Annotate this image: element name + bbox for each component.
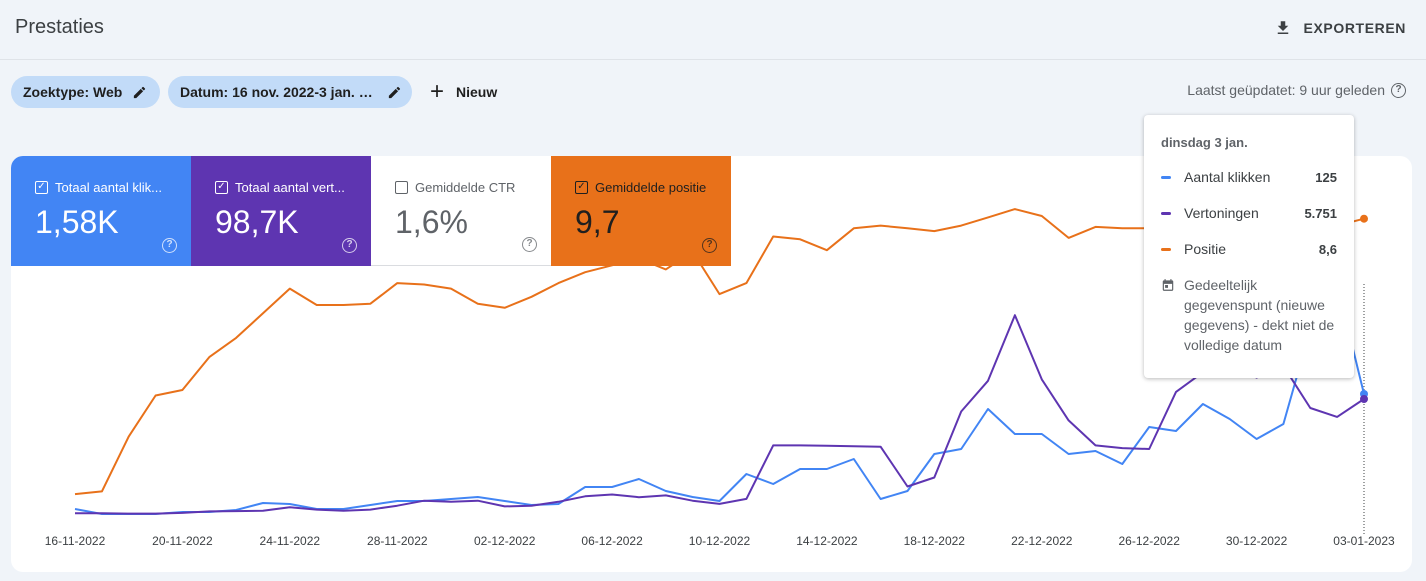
x-tick-label: 10-12-2022: [689, 534, 751, 548]
metric-value: 1,6%: [395, 204, 468, 240]
metric-label: Gemiddelde positie: [595, 180, 707, 195]
x-tick-label: 18-12-2022: [904, 534, 966, 548]
data-point[interactable]: [1360, 395, 1368, 403]
search-type-label: Zoektype: Web: [23, 84, 123, 100]
performance-chart: 16-11-2022 20-11-2022 24-11-2022 28-11-2022…: [45, 208, 1395, 548]
search-type-filter-chip[interactable]: Zoektype: Web: [11, 76, 160, 108]
tooltip-row-impressions: Vertoningen 5.751: [1161, 203, 1337, 223]
metric-value: 1,58K: [35, 204, 119, 240]
legend-swatch: [1161, 175, 1171, 179]
last-updated-text: Laatst geüpdatet: 9 uur geleden: [1187, 82, 1385, 98]
metric-value: 9,7: [575, 204, 620, 240]
metric-card-clicks[interactable]: ✓ Totaal aantal klik... 1,58K ?: [11, 156, 191, 266]
x-tick-label: 22-12-2022: [1011, 534, 1073, 548]
metric-card-ctr[interactable]: Gemiddelde CTR 1,6% ?: [371, 156, 551, 266]
x-tick-label: 14-12-2022: [796, 534, 858, 548]
metric-card-position[interactable]: ✓ Gemiddelde positie 9,7 ?: [551, 156, 731, 266]
help-icon[interactable]: ?: [342, 238, 357, 253]
page-header: Prestaties EXPORTEREN: [0, 0, 1426, 60]
help-icon[interactable]: ?: [522, 237, 537, 252]
pencil-icon[interactable]: [387, 85, 402, 100]
calendar-icon: [1162, 279, 1174, 291]
x-tick-label: 16-11-2022: [45, 534, 106, 548]
new-filter-button[interactable]: + Nieuw: [430, 80, 497, 104]
chart-tooltip: dinsdag 3 jan. Aantal klikken 125 Verton…: [1144, 115, 1354, 378]
data-point[interactable]: [1360, 214, 1368, 223]
x-tick-label: 06-12-2022: [581, 534, 643, 548]
download-icon: [1277, 21, 1288, 34]
export-label: EXPORTEREN: [1303, 20, 1406, 36]
legend-swatch: [1161, 247, 1171, 251]
date-filter-label: Datum: 16 nov. 2022-3 jan. 2...: [180, 84, 378, 100]
metric-card-impressions[interactable]: ✓ Totaal aantal vert... 98,7K ?: [191, 156, 371, 266]
metric-label: Totaal aantal vert...: [235, 180, 345, 195]
new-filter-label: Nieuw: [456, 84, 498, 100]
series-line-1: [75, 314, 1365, 515]
tooltip-note: Gedeeltelijk gegevenspunt (nieuwe gegeve…: [1161, 275, 1341, 355]
metric-value: 98,7K: [215, 204, 299, 240]
metric-label: Gemiddelde CTR: [415, 180, 516, 195]
last-updated: Laatst geüpdatet: 9 uur geleden ?: [1187, 82, 1406, 98]
tooltip-row-value: 5.751: [1304, 205, 1337, 221]
x-tick-label: 30-12-2022: [1226, 534, 1288, 548]
plus-icon: +: [430, 78, 445, 105]
checkbox-unchecked-icon[interactable]: [395, 181, 408, 194]
help-icon[interactable]: ?: [702, 238, 717, 253]
checkbox-checked-icon[interactable]: ✓: [575, 181, 588, 194]
legend-swatch: [1161, 211, 1171, 215]
help-icon[interactable]: ?: [162, 238, 177, 253]
x-tick-label: 28-11-2022: [367, 534, 428, 548]
x-tick-label: 24-11-2022: [260, 534, 321, 548]
metric-label: Totaal aantal klik...: [55, 180, 162, 195]
x-tick-label: 02-12-2022: [474, 534, 536, 548]
help-icon[interactable]: ?: [1391, 82, 1406, 98]
tooltip-row-name: Vertoningen: [1184, 205, 1259, 221]
page-title: Prestaties: [15, 16, 104, 38]
pencil-icon[interactable]: [132, 85, 147, 100]
tooltip-row-value: 8,6: [1318, 241, 1337, 257]
tooltip-note-text: Gedeeltelijk gegevenspunt (nieuwe gegeve…: [1184, 277, 1335, 353]
checkbox-checked-icon[interactable]: ✓: [35, 181, 48, 194]
x-tick-label: 03-01-2023: [1333, 534, 1395, 548]
tooltip-row-position: Positie 8,6: [1161, 239, 1337, 259]
x-tick-label: 26-12-2022: [1119, 534, 1181, 548]
tooltip-row-value: 125: [1315, 169, 1337, 185]
tooltip-row-name: Positie: [1184, 241, 1227, 257]
export-button[interactable]: EXPORTEREN: [1274, 14, 1406, 42]
x-tick-label: 20-11-2022: [152, 534, 213, 548]
tooltip-date: dinsdag 3 jan.: [1161, 135, 1248, 150]
tooltip-row-clicks: Aantal klikken 125: [1161, 167, 1337, 187]
tooltip-row-name: Aantal klikken: [1184, 169, 1271, 185]
checkbox-checked-icon[interactable]: ✓: [215, 181, 228, 194]
date-filter-chip[interactable]: Datum: 16 nov. 2022-3 jan. 2...: [168, 76, 412, 108]
series-line-0: [74, 283, 1365, 515]
